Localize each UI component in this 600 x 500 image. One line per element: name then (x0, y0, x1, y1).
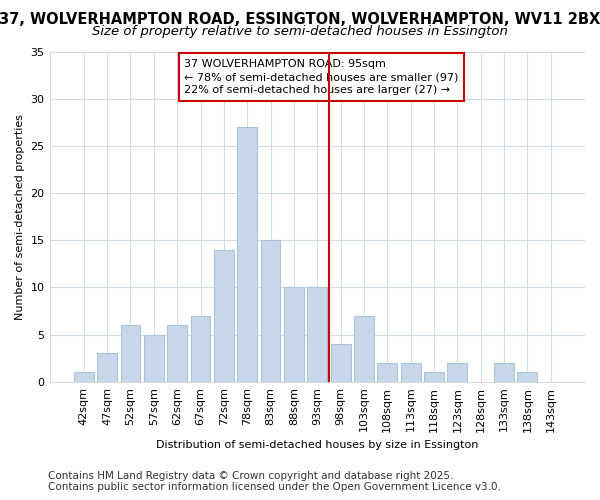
Bar (144, 334, 164, 382)
Bar (331, 344, 350, 382)
Y-axis label: Number of semi-detached properties: Number of semi-detached properties (15, 114, 25, 320)
Bar (74, 372, 94, 382)
Bar (214, 250, 234, 382)
Bar (284, 288, 304, 382)
Text: 37 WOLVERHAMPTON ROAD: 95sqm
← 78% of semi-detached houses are smaller (97)
22% : 37 WOLVERHAMPTON ROAD: 95sqm ← 78% of se… (184, 59, 458, 96)
Bar (167, 325, 187, 382)
Bar (260, 240, 280, 382)
Bar (97, 354, 117, 382)
Bar (401, 363, 421, 382)
Bar (424, 372, 444, 382)
Bar (307, 288, 327, 382)
X-axis label: Distribution of semi-detached houses by size in Essington: Distribution of semi-detached houses by … (156, 440, 478, 450)
Bar (191, 316, 211, 382)
Bar (354, 316, 374, 382)
Text: Contains HM Land Registry data © Crown copyright and database right 2025.
Contai: Contains HM Land Registry data © Crown c… (48, 471, 501, 492)
Bar (238, 127, 257, 382)
Text: Size of property relative to semi-detached houses in Essington: Size of property relative to semi-detach… (92, 25, 508, 38)
Bar (377, 363, 397, 382)
Text: 37, WOLVERHAMPTON ROAD, ESSINGTON, WOLVERHAMPTON, WV11 2BX: 37, WOLVERHAMPTON ROAD, ESSINGTON, WOLVE… (0, 12, 600, 28)
Bar (517, 372, 538, 382)
Bar (494, 363, 514, 382)
Bar (121, 325, 140, 382)
Bar (448, 363, 467, 382)
